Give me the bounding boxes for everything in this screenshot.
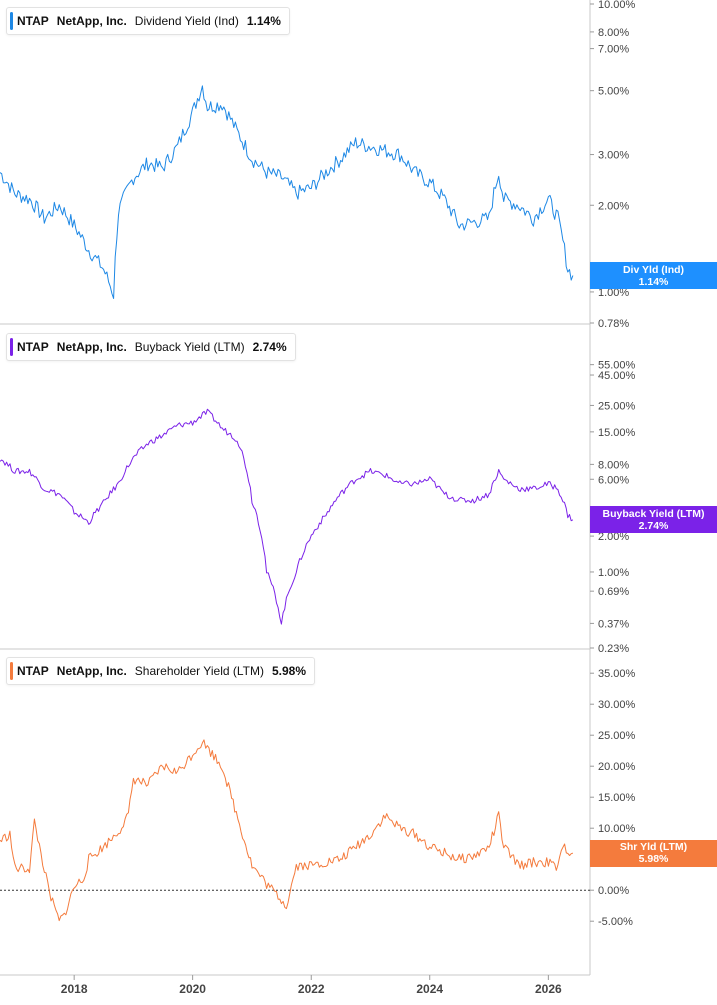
legend-metric: Buyback Yield (LTM) [134,340,245,354]
x-tick-label: 2020 [179,982,206,996]
y-tick-label: 35.00% [598,668,636,680]
y-tick-label: 0.23% [598,643,629,655]
y-tick-label: 0.37% [598,618,629,630]
current-value-tag-dividend: Div Yld (Ind) 1.14% [590,262,717,290]
legend-ticker: NTAP [17,14,49,28]
x-tick-label: 2018 [61,982,88,996]
y-tick-label: 8.00% [598,459,629,471]
y-tick-label: 45.00% [598,370,636,382]
legend-metric: Dividend Yield (Ind) [134,14,239,28]
series-line [0,408,574,625]
x-tick-label: 2026 [535,982,562,996]
x-tick-label: 2022 [298,982,325,996]
legend-buyback-yield[interactable]: NTAP NetApp, Inc. Buyback Yield (LTM) 2.… [6,333,296,361]
y-tick-label: 55.00% [598,360,636,372]
y-tick-label: 10.00% [598,823,636,835]
y-tick-label: 1.00% [598,287,629,299]
legend-color-swatch [10,662,13,680]
y-tick-label: 0.69% [598,586,629,598]
series-line [0,85,574,299]
legend-ticker: NTAP [17,340,49,354]
tag-value: 5.98% [638,853,669,866]
series-line [0,739,574,922]
legend-value: 2.74% [252,340,287,354]
legend-metric: Shareholder Yield (LTM) [134,664,264,678]
tag-label: Shr Yld (LTM) [619,841,688,854]
legend-ticker: NTAP [17,664,49,678]
y-tick-label: 1.00% [598,567,629,579]
legend-shareholder-yield[interactable]: NTAP NetApp, Inc. Shareholder Yield (LTM… [6,657,315,685]
y-tick-label: 6.00% [598,474,629,486]
tag-label: Buyback Yield (LTM) [602,507,705,520]
y-tick-label: 5.00% [598,86,629,98]
legend-dividend-yield[interactable]: NTAP NetApp, Inc. Dividend Yield (Ind) 1… [6,7,290,35]
y-tick-label: 0.00% [598,885,629,897]
y-tick-label: 8.00% [598,27,629,39]
legend-value: 1.14% [246,14,281,28]
y-tick-label: -5.00% [598,916,633,928]
y-tick-label: 10.00% [598,0,636,11]
tag-value: 1.14% [638,275,669,288]
y-tick-label: 25.00% [598,400,636,412]
y-tick-label: 20.00% [598,761,636,773]
x-tick-label: 2024 [416,982,443,996]
y-tick-label: 2.00% [598,200,629,212]
legend-color-swatch [10,12,13,30]
legend-value: 5.98% [271,664,306,678]
y-tick-label: 25.00% [598,730,636,742]
legend-color-swatch [10,338,13,356]
tag-value: 2.74% [638,519,669,532]
y-tick-label: 7.00% [598,44,629,56]
y-tick-label: 2.00% [598,531,629,543]
legend-company: NetApp, Inc. [56,664,127,678]
current-value-tag-shareholder: Shr Yld (LTM) 5.98% [590,839,717,867]
legend-company: NetApp, Inc. [56,340,127,354]
y-tick-label: 3.00% [598,150,629,162]
legend-company: NetApp, Inc. [56,14,127,28]
y-tick-label: 15.00% [598,792,636,804]
current-value-tag-buyback: Buyback Yield (LTM) 2.74% [590,506,717,534]
y-tick-label: 0.78% [598,318,629,330]
tag-label: Div Yld (Ind) [622,263,685,276]
y-tick-label: 30.00% [598,699,636,711]
y-tick-label: 15.00% [598,427,636,439]
